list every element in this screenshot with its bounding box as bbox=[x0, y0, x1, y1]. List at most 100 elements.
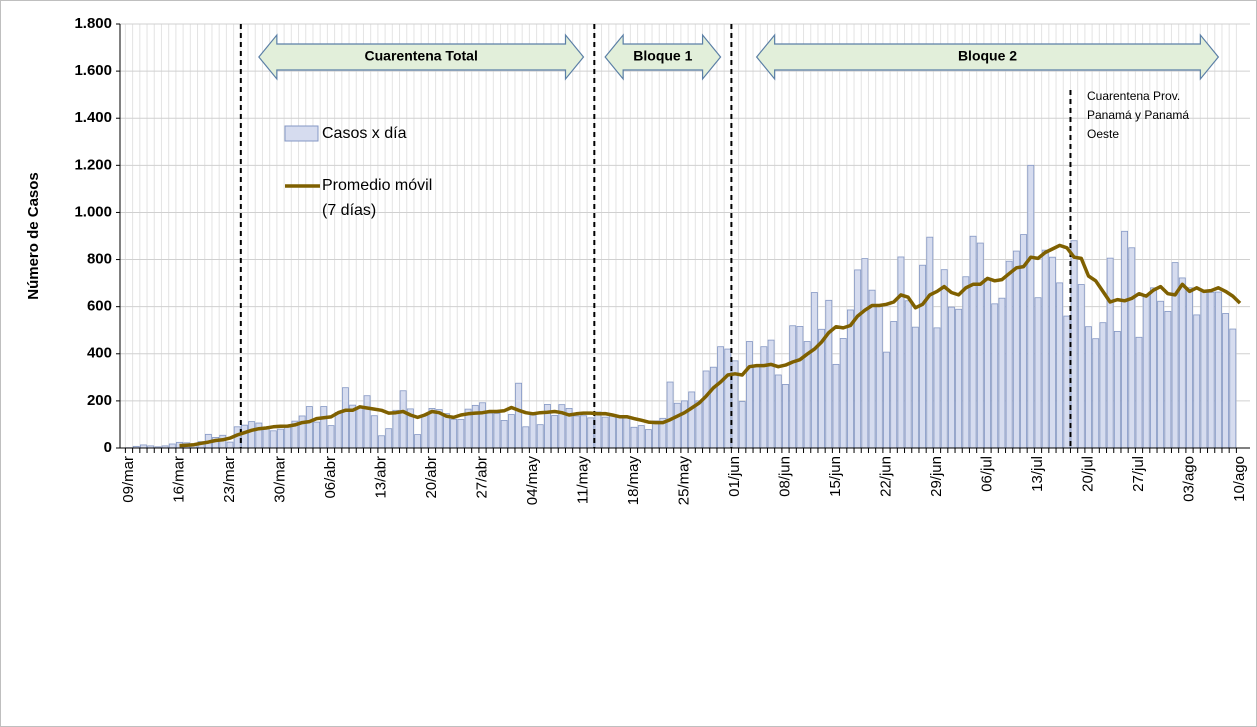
bar bbox=[991, 303, 999, 449]
bar bbox=[269, 430, 277, 449]
period-arrow bbox=[755, 33, 1220, 81]
bar bbox=[933, 327, 941, 449]
bar bbox=[1214, 291, 1222, 449]
bar bbox=[738, 401, 746, 449]
bar bbox=[1113, 330, 1121, 449]
bar bbox=[341, 387, 349, 449]
bar bbox=[702, 370, 710, 449]
legend-label: Promedio móvil (7 días) bbox=[322, 177, 432, 219]
y-tick-label: 0 bbox=[104, 439, 112, 456]
period-arrow bbox=[258, 33, 585, 81]
y-tick-label: 1.200 bbox=[74, 156, 112, 173]
period-arrow bbox=[604, 33, 722, 81]
bar bbox=[442, 413, 450, 449]
bar bbox=[681, 400, 688, 449]
moving-average-line bbox=[179, 243, 1242, 448]
bar bbox=[1056, 282, 1064, 449]
bar bbox=[810, 292, 818, 449]
bar bbox=[392, 409, 400, 449]
bar bbox=[1106, 257, 1114, 449]
bar bbox=[825, 299, 833, 449]
bar bbox=[572, 415, 580, 449]
bar bbox=[1048, 256, 1056, 449]
bar bbox=[1135, 336, 1143, 449]
bar bbox=[1063, 315, 1071, 449]
bar bbox=[890, 321, 898, 449]
x-tick-label: 13/abr bbox=[372, 456, 389, 499]
x-tick-label: 25/may bbox=[675, 456, 692, 506]
bar bbox=[1027, 164, 1035, 449]
bar bbox=[457, 419, 465, 449]
bar bbox=[976, 242, 984, 449]
bar bbox=[240, 424, 248, 449]
x-tick-label: 06/jul bbox=[978, 456, 995, 492]
bar bbox=[818, 328, 826, 449]
period-label: Bloque 1 bbox=[633, 48, 692, 64]
bar bbox=[1099, 322, 1107, 449]
bar bbox=[717, 346, 725, 449]
bar bbox=[277, 428, 284, 449]
bar bbox=[1178, 277, 1186, 449]
period-label: Cuarentena Total bbox=[365, 48, 478, 64]
x-tick-label: 09/mar bbox=[120, 456, 137, 503]
note-text: Oeste bbox=[1087, 127, 1119, 141]
bar bbox=[644, 429, 652, 449]
bar bbox=[789, 325, 797, 449]
bar bbox=[226, 441, 234, 449]
x-tick-label: 27/jul bbox=[1130, 456, 1147, 492]
bar bbox=[378, 435, 385, 449]
y-tick-label: 1.000 bbox=[74, 203, 112, 220]
bar bbox=[168, 443, 176, 449]
y-tick-label: 1.400 bbox=[74, 109, 112, 126]
bar bbox=[608, 414, 616, 449]
bar bbox=[955, 308, 963, 449]
x-tick-label: 20/jul bbox=[1079, 456, 1096, 492]
bar bbox=[616, 416, 624, 449]
x-tick-label: 11/may bbox=[574, 456, 591, 505]
x-tick-label: 10/ago bbox=[1231, 456, 1248, 502]
bar bbox=[1164, 310, 1172, 449]
legend-label-line: Promedio móvil bbox=[322, 177, 432, 194]
bar bbox=[868, 289, 876, 449]
bar bbox=[839, 338, 847, 449]
x-tick-label: 08/jun bbox=[776, 456, 793, 497]
x-tick-label: 04/may bbox=[524, 456, 541, 506]
x-tick-label: 27/abr bbox=[473, 456, 490, 499]
x-tick-label: 13/jul bbox=[1029, 456, 1046, 492]
bar bbox=[551, 415, 559, 449]
bar bbox=[745, 341, 753, 449]
bar bbox=[421, 414, 429, 449]
bar bbox=[1149, 287, 1157, 449]
bar bbox=[947, 306, 955, 449]
bar bbox=[1012, 250, 1020, 449]
period-label: Bloque 2 bbox=[958, 48, 1017, 64]
x-tick-label: 22/jun bbox=[877, 456, 894, 497]
bar bbox=[911, 326, 919, 449]
bar bbox=[1193, 314, 1201, 449]
bar bbox=[320, 406, 328, 449]
y-tick-label: 1.800 bbox=[74, 15, 112, 32]
x-tick-label: 29/jun bbox=[928, 456, 945, 497]
bar bbox=[919, 264, 927, 449]
bar bbox=[248, 421, 256, 449]
bar bbox=[652, 420, 660, 449]
x-tick-label: 20/abr bbox=[423, 456, 440, 499]
bar bbox=[414, 434, 422, 449]
legend-label: Casos x día bbox=[322, 125, 407, 142]
bar bbox=[1121, 230, 1129, 449]
bar bbox=[1070, 240, 1078, 449]
bar bbox=[536, 424, 544, 449]
bar bbox=[637, 425, 645, 449]
bar bbox=[1229, 328, 1237, 449]
bar bbox=[883, 351, 890, 449]
bar bbox=[529, 414, 537, 449]
bar bbox=[832, 363, 840, 449]
bar bbox=[998, 297, 1006, 449]
bar bbox=[363, 395, 371, 449]
bar bbox=[313, 421, 321, 449]
bar bbox=[356, 406, 364, 449]
bar bbox=[450, 418, 458, 449]
bar bbox=[904, 300, 912, 449]
bar bbox=[984, 277, 991, 449]
bar bbox=[1222, 313, 1230, 449]
